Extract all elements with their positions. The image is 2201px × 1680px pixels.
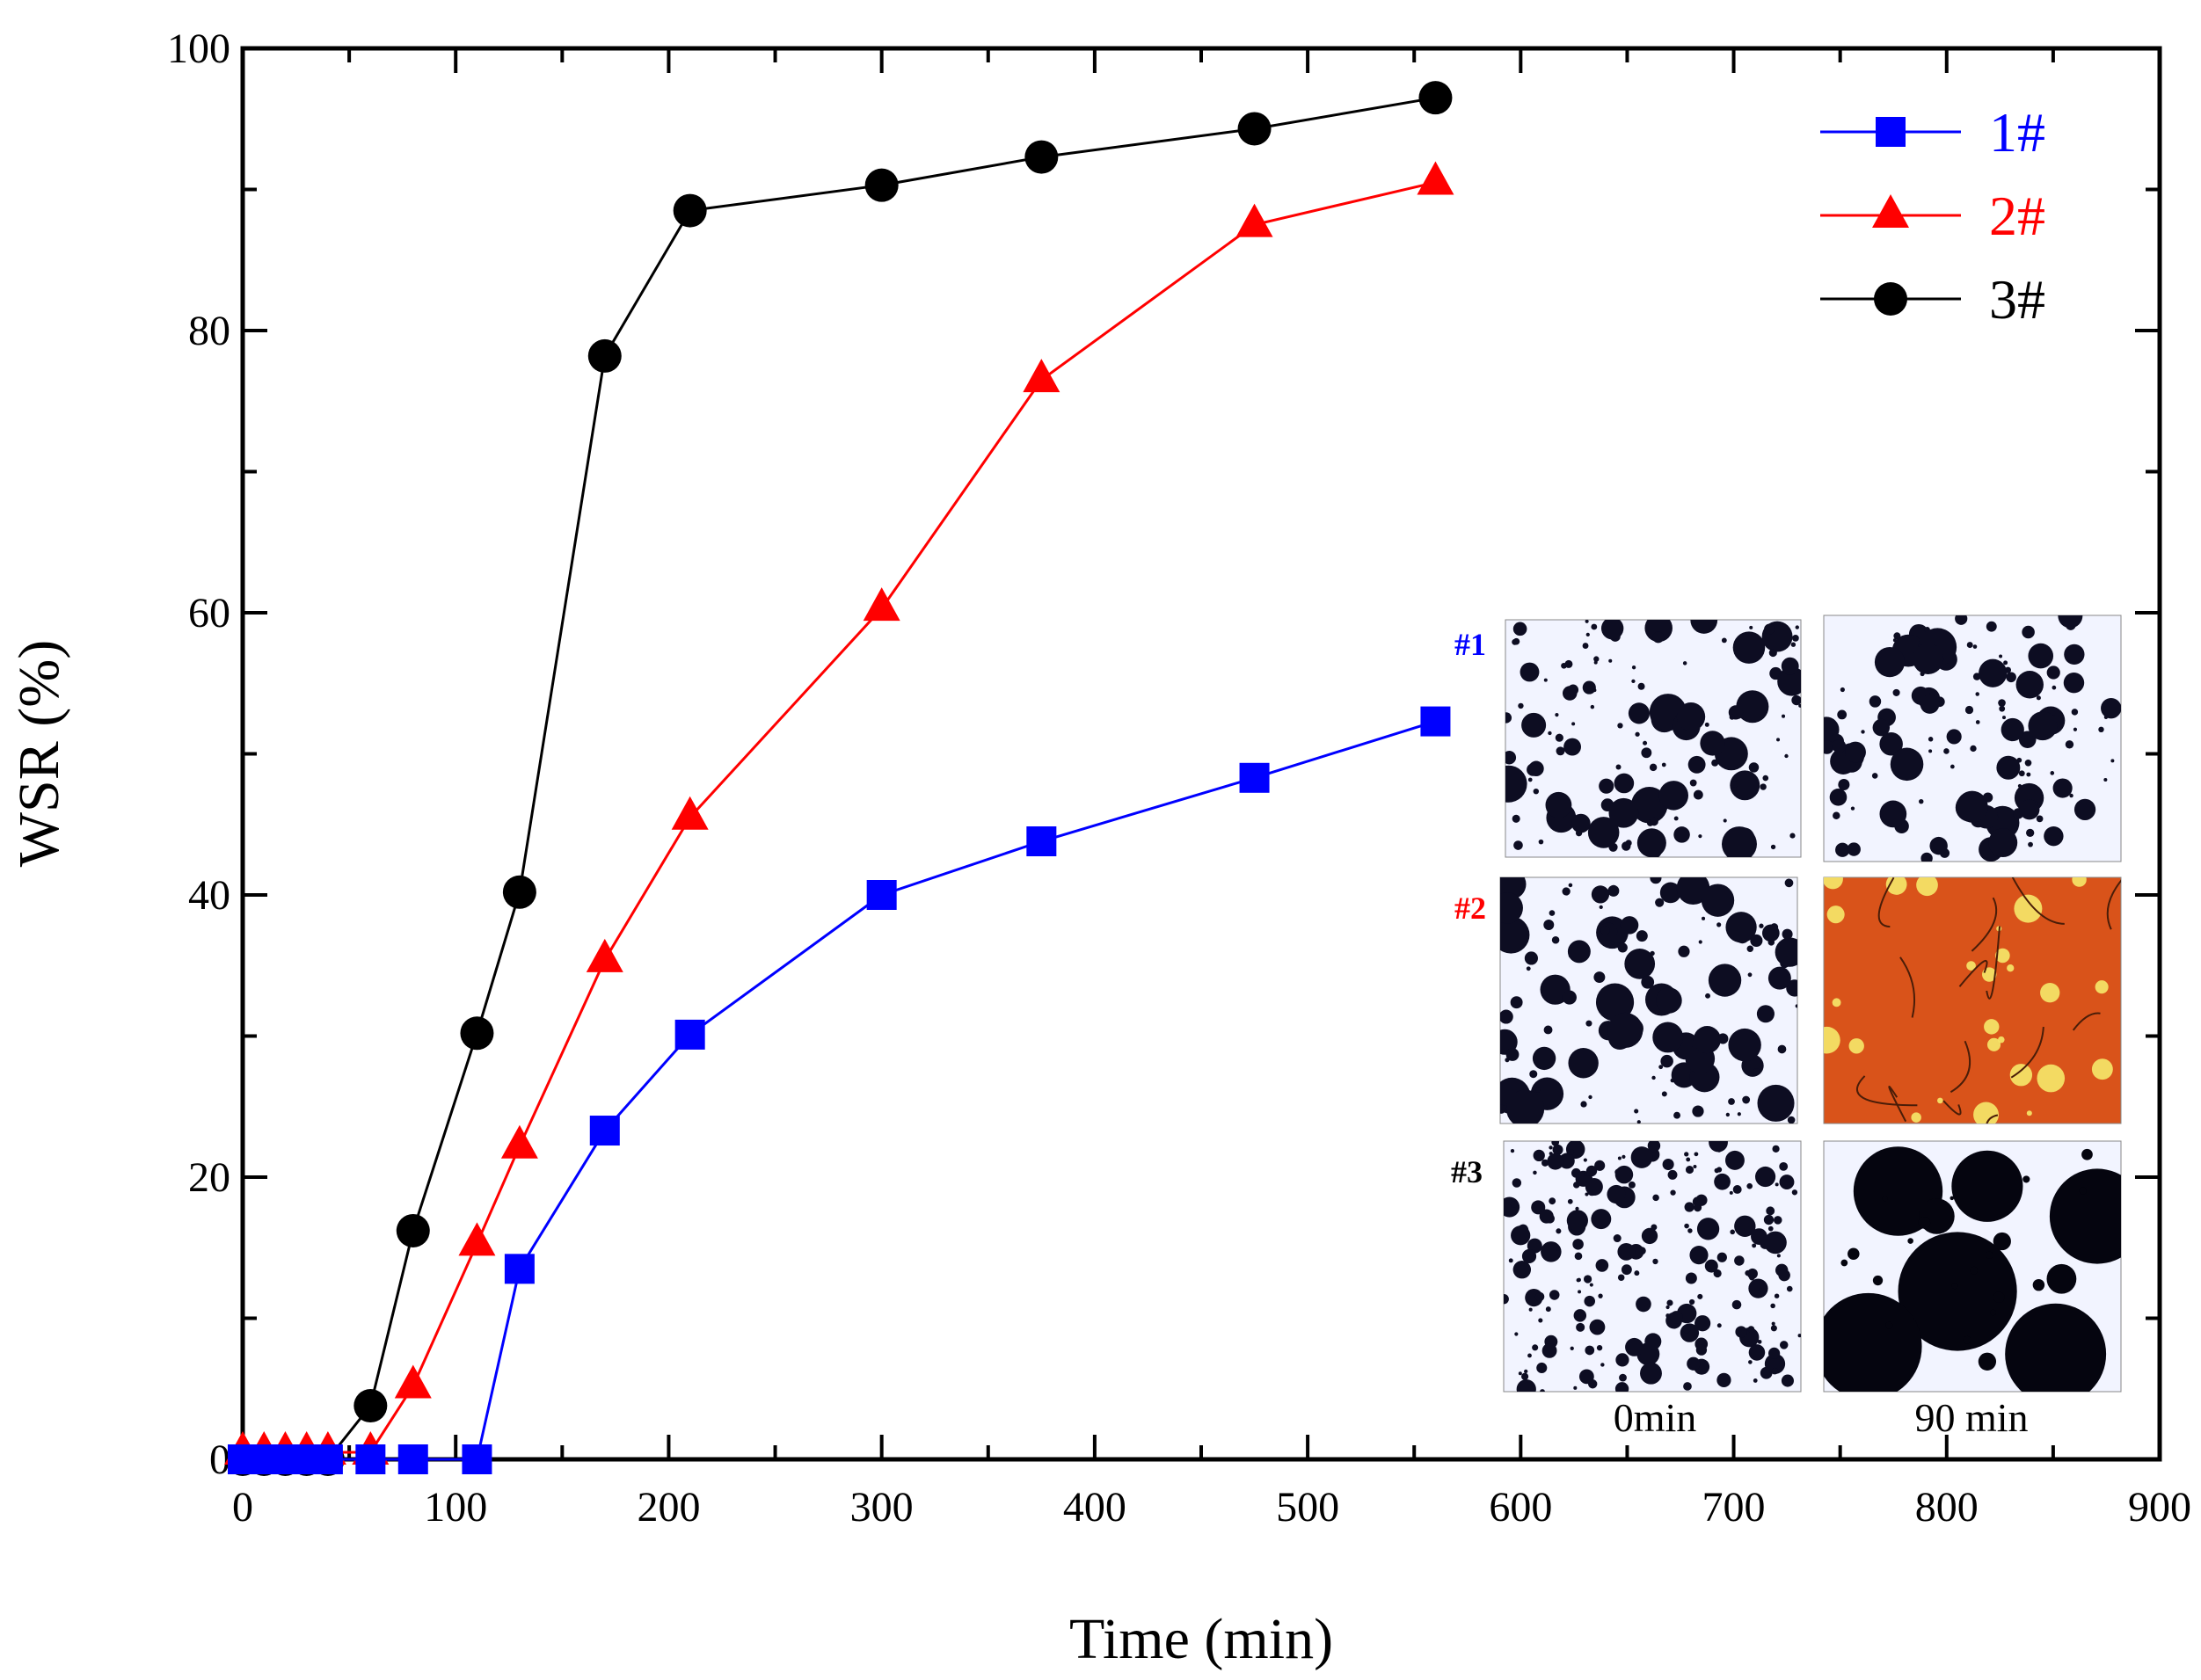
- series-layer: [224, 81, 1454, 1476]
- data-point: [864, 168, 899, 202]
- inset-row-label: #3: [1451, 1154, 1483, 1189]
- data-point: [500, 1124, 538, 1159]
- x-tick-label: 400: [1063, 1484, 1126, 1531]
- y-tick-label: 20: [188, 1154, 230, 1201]
- x-tick-label: 700: [1702, 1484, 1766, 1531]
- data-point: [674, 1019, 705, 1050]
- x-tick-label: 100: [424, 1484, 487, 1531]
- data-point: [312, 1444, 343, 1474]
- x-tick-label: 300: [850, 1484, 914, 1531]
- inset-row-label: #2: [1454, 891, 1486, 926]
- micrograph-inset: #1 #2 #3 0min 90 min: [1451, 615, 2122, 1440]
- data-point: [673, 193, 707, 228]
- data-point: [394, 1364, 432, 1399]
- y-tick-label: 60: [188, 590, 230, 636]
- data-point: [1026, 826, 1057, 857]
- series-2: [224, 161, 1454, 1465]
- sample-2-90min-panel: [1823, 876, 2122, 1124]
- y-tick-label: 80: [188, 308, 230, 354]
- series-line: [243, 720, 1436, 1461]
- data-point: [396, 1213, 430, 1247]
- data-point: [397, 1444, 428, 1474]
- data-point: [1418, 81, 1453, 115]
- sample-3-0min-panel: [1503, 1140, 1802, 1393]
- data-point: [587, 338, 622, 373]
- series-line: [243, 181, 1436, 1454]
- data-point: [1420, 706, 1451, 737]
- x-tick-label: 0: [232, 1484, 253, 1531]
- data-point: [1239, 762, 1270, 793]
- inset-column-label: 90 min: [1914, 1395, 2028, 1440]
- data-point: [1417, 161, 1454, 195]
- x-tick-label: 600: [1489, 1484, 1552, 1531]
- legend-label: 3#: [1989, 268, 2045, 331]
- sample-2-0min-panel: [1499, 876, 1798, 1124]
- legend-marker: [1876, 117, 1906, 147]
- y-tick-label: 40: [188, 872, 230, 919]
- data-point: [355, 1444, 386, 1474]
- data-point: [589, 1116, 620, 1146]
- data-point: [1024, 140, 1059, 174]
- sample-1-0min-panel: [1505, 619, 1802, 858]
- data-point: [1235, 203, 1273, 237]
- y-axis-title: WSR (%): [7, 640, 71, 867]
- data-point: [460, 1016, 494, 1051]
- inset-row-label: #1: [1454, 627, 1486, 662]
- data-point: [671, 796, 709, 830]
- data-point: [462, 1444, 492, 1474]
- data-point: [1237, 112, 1272, 146]
- data-point: [1023, 359, 1060, 393]
- x-tick-label: 900: [2128, 1484, 2191, 1531]
- data-point: [866, 880, 897, 910]
- axis-ticks: [241, 47, 2161, 1461]
- legend: 1# 2# 3#: [1820, 101, 2045, 331]
- legend-label: 1#: [1989, 101, 2045, 164]
- data-point: [586, 938, 623, 972]
- data-point: [502, 875, 536, 909]
- sample-3-90min-panel: [1823, 1140, 2122, 1393]
- x-tick-label: 800: [1915, 1484, 1979, 1531]
- legend-marker: [1872, 194, 1909, 228]
- data-point: [458, 1222, 496, 1256]
- inset-column-label: 0min: [1614, 1395, 1697, 1440]
- sample-1-90min-panel: [1823, 615, 2122, 862]
- legend-marker: [1874, 282, 1907, 316]
- data-point: [504, 1254, 535, 1284]
- x-axis-title: Time (min): [1069, 1607, 1333, 1671]
- x-tick-label: 200: [637, 1484, 700, 1531]
- legend-label: 2#: [1989, 185, 2045, 247]
- x-tick-label: 500: [1276, 1484, 1339, 1531]
- data-point: [863, 587, 900, 622]
- data-point: [353, 1389, 388, 1423]
- y-tick-label: 100: [167, 25, 230, 72]
- series-1: [228, 706, 1451, 1474]
